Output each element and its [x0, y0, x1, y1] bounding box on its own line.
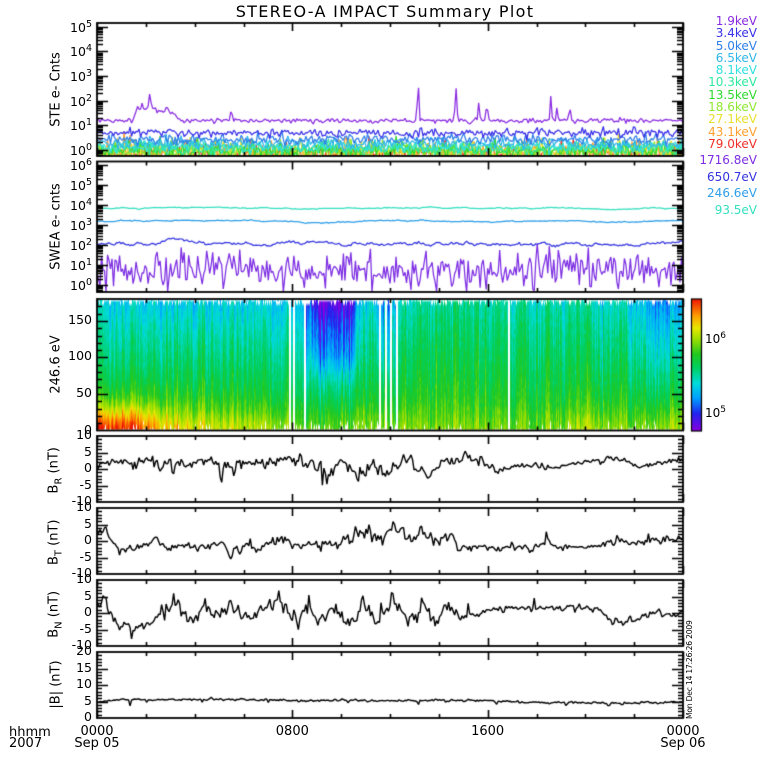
colorbar-tick-label: 105 — [705, 405, 727, 421]
legend-entry: 3.4keV — [715, 26, 757, 41]
y-tick-label-bmag: 20 — [76, 643, 92, 658]
y-tick-label-bt: -10 — [71, 565, 92, 580]
y-tick-label-bt: 5 — [84, 515, 92, 531]
y-tick-label-bn: 10 — [76, 571, 92, 586]
legend-entry: 6.5keV — [715, 50, 757, 65]
y-tick-label-ste: 102 — [70, 92, 92, 109]
y-tick-label-pad: 0 — [84, 421, 92, 437]
x-axis-title-hhmm: hhmm — [9, 725, 51, 740]
y-tick-label-br: 5 — [84, 443, 92, 459]
y-tick-label-bn: -5 — [79, 620, 92, 636]
legend-entry: 650.7eV — [707, 169, 757, 184]
legend-entry: 79.0keV — [708, 136, 757, 151]
legend-entry: 43.1keV — [708, 124, 757, 139]
x-tick-date-label: Sep 06 — [660, 735, 706, 751]
y-tick-label-swea: 103 — [70, 217, 92, 234]
y-tick-label-swea: 100 — [70, 277, 92, 294]
plot-title: STEREO-A IMPACT Summary Plot — [235, 2, 535, 21]
x-tick-label: 0000 — [666, 724, 700, 739]
y-tick-label-swea: 106 — [70, 156, 92, 174]
y-tick-label-bmag: 5 — [84, 692, 92, 708]
y-tick-label-swea: 104 — [70, 197, 92, 214]
y-tick-label-swea: 105 — [70, 176, 92, 194]
legend-entry: 246.6eV — [707, 186, 757, 201]
y-tick-label-bt: 0 — [84, 532, 92, 547]
x-tick-label: 1600 — [471, 724, 505, 739]
y-tick-label-pad: 100 — [68, 348, 92, 364]
y-tick-label-ste: 103 — [70, 67, 92, 85]
colorbar-tick-label: 106 — [705, 331, 727, 347]
x-tick-label: 0000 — [80, 724, 114, 739]
y-tick-label-ste: 100 — [70, 141, 92, 158]
x-tick-date-label: Sep 05 — [74, 735, 120, 751]
y-tick-label-bmag: 10 — [76, 676, 92, 691]
y-tick-label-pad: 50 — [76, 384, 92, 400]
y-tick-label-swea: 102 — [70, 237, 92, 254]
legend-entry: 1.9keV — [715, 14, 757, 28]
y-tick-label-ste: 105 — [70, 18, 92, 36]
legend-entry: 5.0keV — [715, 38, 757, 53]
y-tick-label-bmag: 15 — [76, 659, 92, 675]
y-tick-label-br: -10 — [71, 493, 92, 508]
legend-entry: 13.5keV — [708, 87, 757, 102]
y-tick-label-swea: 101 — [70, 257, 92, 274]
legend-entry: 93.5eV — [714, 202, 757, 217]
y-tick-label-bt: -5 — [79, 548, 92, 564]
creation-timestamp: Mon Dec 14 17:26:26 2009 — [684, 620, 694, 719]
y-tick-label-pad: 150 — [68, 311, 92, 327]
y-tick-label-bt: 10 — [76, 499, 92, 514]
y-tick-label-bmag: 0 — [84, 709, 92, 724]
legend-swea-energies: 1716.8eV 650.7eV 246.6eV 93.5eV — [699, 152, 757, 218]
y-tick-label-bn: -10 — [71, 637, 92, 652]
y-tick-label-br: 0 — [84, 460, 92, 475]
legend-entry: 18.6keV — [708, 100, 757, 115]
legend-entry: 27.1keV — [708, 112, 757, 127]
y-tick-label-ste: 104 — [70, 43, 92, 60]
legend-ste-energies: 1.9keV 3.4keV 5.0keV 6.5keV 8.1keV 10.3keV 13.… — [708, 14, 757, 151]
y-tick-label-bn: 0 — [84, 604, 92, 619]
legend-entry: 8.1keV — [715, 63, 757, 78]
y-tick-label-bn: 5 — [84, 587, 92, 603]
y-tick-label-br: -5 — [79, 476, 92, 492]
x-axis-title-year: 2007 — [9, 735, 43, 751]
y-axis-title-swea: SWEA e- cnts — [48, 183, 64, 270]
legend-entry: 1716.8eV — [699, 153, 757, 167]
y-tick-label-ste: 101 — [70, 117, 92, 134]
y-tick-label-br: 10 — [76, 427, 92, 442]
legend-entry: 10.3keV — [708, 75, 757, 90]
x-tick-label: 0800 — [275, 724, 309, 739]
y-axis-title-ste: STE e- Cnts — [48, 51, 64, 127]
